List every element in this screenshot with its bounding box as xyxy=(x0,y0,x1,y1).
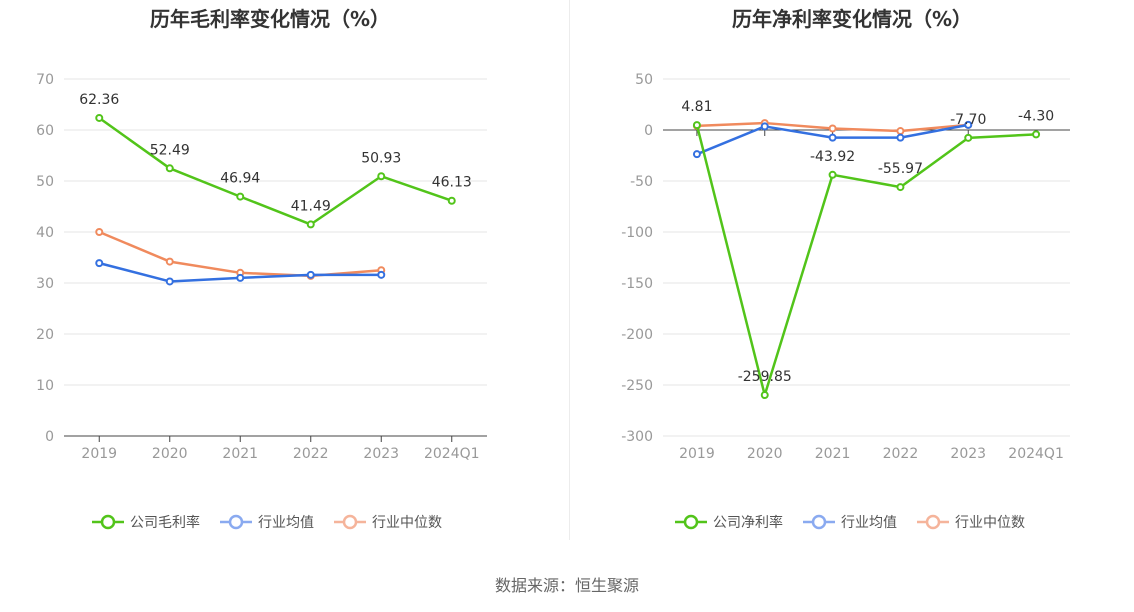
data-point-1 xyxy=(828,133,837,142)
legend-marker xyxy=(100,514,116,530)
y-tick-label: -150 xyxy=(621,276,653,292)
data-point-2 xyxy=(165,257,174,266)
data-point-0 xyxy=(95,113,104,122)
data-point-0 xyxy=(896,183,905,192)
x-tick-label: 2020 xyxy=(152,446,188,462)
y-tick-label: 0 xyxy=(644,123,653,139)
panel-divider xyxy=(569,0,570,540)
y-tick-label: 0 xyxy=(45,429,54,445)
data-point-0 xyxy=(306,220,315,229)
legend-marker xyxy=(228,514,244,530)
gross-margin-chart: 历年毛利率变化情况（%） 70 60 50 40 30 20 10 0 2019 2020 2021 2… xyxy=(36,7,487,531)
x-tick-label: 2022 xyxy=(883,446,919,462)
data-point-1 xyxy=(377,270,386,279)
data-point-0 xyxy=(236,192,245,201)
x-tick-label: 2023 xyxy=(950,446,986,462)
legend-marker xyxy=(925,514,941,530)
x-tick-label: 2019 xyxy=(679,446,715,462)
data-label: 46.94 xyxy=(220,171,260,187)
data-label: 46.13 xyxy=(432,175,472,191)
legend-label: 行业中位数 xyxy=(372,515,442,531)
y-tick-label: 60 xyxy=(36,123,54,139)
data-label: 52.49 xyxy=(150,142,190,158)
data-label: 41.49 xyxy=(291,198,331,214)
series-line-0 xyxy=(695,124,1037,397)
data-label: -259.85 xyxy=(738,369,792,385)
legend-marker xyxy=(683,514,699,530)
data-point-0 xyxy=(165,164,174,173)
data-point-1 xyxy=(306,270,315,279)
legend-label: 行业中位数 xyxy=(955,515,1025,531)
y-tick-label: 20 xyxy=(36,327,54,343)
x-tick-label: 2021 xyxy=(222,446,258,462)
y-tick-label: -50 xyxy=(630,174,653,190)
data-point-0 xyxy=(1032,130,1041,139)
data-point-2 xyxy=(95,228,104,236)
net-margin-chart: 历年净利率变化情况（%） 50 0 -50 -100 -150 -200 -250 -300 20… xyxy=(621,7,1070,531)
data-label: 4.81 xyxy=(681,99,712,115)
data-point-0 xyxy=(760,391,769,400)
data-point-1 xyxy=(165,277,174,286)
x-tick-label: 2024Q1 xyxy=(1008,446,1064,462)
data-point-1 xyxy=(692,150,701,159)
x-tick-label: 2023 xyxy=(363,446,399,462)
data-point-1 xyxy=(760,122,769,131)
data-label: -4.30 xyxy=(1018,108,1054,124)
data-point-1 xyxy=(964,120,973,129)
data-label: -43.92 xyxy=(810,149,855,165)
x-tick-label: 2021 xyxy=(815,446,851,462)
y-tick-label: -250 xyxy=(621,378,653,394)
y-tick-label: 10 xyxy=(36,378,54,394)
x-tick-label: 2022 xyxy=(293,446,329,462)
data-point-0 xyxy=(692,121,701,130)
y-tick-label: 40 xyxy=(36,225,54,241)
data-point-0 xyxy=(828,170,837,179)
data-source-note: 数据来源：恒生聚源 xyxy=(494,576,639,595)
legend-label: 公司毛利率 xyxy=(130,514,200,531)
x-tick-label: 2020 xyxy=(747,446,783,462)
legend-label: 行业均值 xyxy=(841,515,897,531)
legend-label: 公司净利率 xyxy=(713,514,783,531)
chart-title: 历年净利率变化情况（%） xyxy=(732,7,972,31)
data-label: 62.36 xyxy=(79,92,119,108)
data-point-0 xyxy=(377,172,386,181)
y-tick-label: -100 xyxy=(621,225,653,241)
x-tick-label: 2019 xyxy=(81,446,117,462)
legend-marker xyxy=(811,514,827,530)
y-tick-label: -200 xyxy=(621,327,653,343)
y-tick-label: 50 xyxy=(36,174,54,190)
data-label: -7.70 xyxy=(950,112,986,128)
data-label: 50.93 xyxy=(361,150,401,166)
legend-marker xyxy=(342,514,358,530)
legend-label: 行业均值 xyxy=(258,515,314,531)
x-tick-label: 2024Q1 xyxy=(424,446,480,462)
gross-margin-chart-panel: 历年毛利率变化情况（%） 70 60 50 40 30 20 10 0 2019 2020 2021 2… xyxy=(0,0,567,560)
y-tick-label: 50 xyxy=(635,72,653,88)
data-point-2 xyxy=(828,124,837,133)
data-point-1 xyxy=(95,259,104,268)
data-point-1 xyxy=(896,133,905,142)
series-line-0 xyxy=(98,116,453,226)
y-tick-label: 70 xyxy=(36,72,54,88)
data-label: -55.97 xyxy=(878,161,923,177)
y-tick-label: 30 xyxy=(36,276,54,292)
net-margin-chart-panel: 历年净利率变化情况（%） 50 0 -50 -100 -150 -200 -250 -300 20… xyxy=(567,0,1134,560)
data-point-1 xyxy=(236,273,245,282)
y-tick-label: -300 xyxy=(621,429,653,445)
data-point-0 xyxy=(964,133,973,142)
chart-title: 历年毛利率变化情况（%） xyxy=(150,7,390,31)
data-point-2 xyxy=(896,127,905,136)
data-point-0 xyxy=(447,196,456,205)
